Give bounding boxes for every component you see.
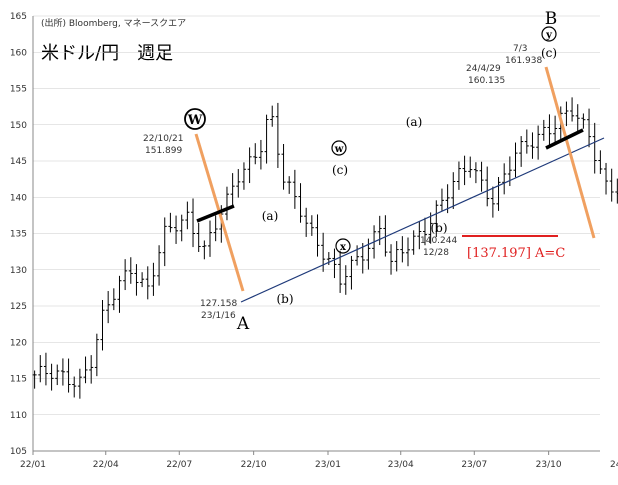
wave-w-small-circle bbox=[331, 140, 347, 156]
y-tick-label: 125 bbox=[10, 302, 27, 312]
x-tick-label: 23/07 bbox=[461, 460, 487, 470]
wave-line-b-to-c bbox=[544, 66, 596, 239]
wave-x-circle bbox=[335, 238, 351, 254]
y-axis: 105 110 115 120 125 130 135 140 145 150 155 160 165 bbox=[10, 12, 34, 457]
x-tick-label: 23/10 bbox=[536, 460, 562, 470]
wave-w-small-label: w bbox=[334, 144, 344, 155]
y-tick-label: 150 bbox=[10, 121, 27, 131]
wave-a-2023-label: (a) bbox=[262, 209, 279, 223]
y-tick-label: 145 bbox=[10, 157, 27, 167]
apr-2024-date: 24/4/29 bbox=[466, 64, 501, 74]
break-marker-2022 bbox=[196, 204, 235, 223]
peak-2022-date: 22/10/21 bbox=[143, 134, 183, 144]
y-tick-label: 155 bbox=[10, 85, 27, 95]
x-axis: 22/01 22/04 22/07 22/10 23/01 23/04 23/07 23/10… bbox=[20, 450, 618, 470]
wave-y-label: y bbox=[545, 30, 553, 41]
x-tick-label: 22/01 bbox=[20, 460, 46, 470]
wave-c-2024-label: (c) bbox=[541, 46, 557, 60]
y-tick-label: 115 bbox=[10, 375, 27, 385]
chart-title: 米ドル/円 週足 bbox=[41, 43, 173, 64]
y-tick-label: 140 bbox=[10, 193, 27, 203]
jul-2024-date: 7/3 bbox=[513, 44, 527, 54]
weekly-ohlc-bars bbox=[32, 97, 618, 399]
y-tick-label: 130 bbox=[10, 266, 27, 276]
wave-w-circle bbox=[184, 108, 206, 130]
x-tick-label: 23/04 bbox=[388, 460, 414, 470]
apr-2024-price: 160.135 bbox=[468, 76, 505, 86]
x-tick-label: 22/07 bbox=[166, 460, 192, 470]
x-tick-label: 22/10 bbox=[241, 460, 267, 470]
wave-b-2023-label: (b) bbox=[276, 292, 293, 306]
y-tick-label: 160 bbox=[10, 48, 27, 58]
wave-w-label: W bbox=[187, 113, 203, 128]
low-a-price: 127.158 bbox=[200, 299, 237, 309]
wave-B-label: B bbox=[545, 9, 558, 29]
low-b-price: 140.244 bbox=[420, 236, 457, 246]
low-b-date: 12/28 bbox=[423, 248, 449, 258]
wave-a-late2023-label: (a) bbox=[406, 115, 423, 129]
y-tick-label: 105 bbox=[10, 447, 27, 457]
y-tick-label: 110 bbox=[10, 411, 27, 421]
y-tick-label: 165 bbox=[10, 12, 27, 22]
wave-c-2023-label: (c) bbox=[332, 163, 348, 177]
wave-b-late2023-label: (b) bbox=[430, 221, 447, 235]
x-tick-label: 23/01 bbox=[315, 460, 341, 470]
y-tick-label: 120 bbox=[10, 338, 27, 348]
target-label: [137.197] A=C bbox=[467, 246, 565, 261]
x-tick-label: 24/01 bbox=[610, 460, 618, 470]
trendline bbox=[240, 137, 605, 303]
x-tick-label: 22/04 bbox=[93, 460, 119, 470]
break-marker-2024 bbox=[545, 128, 584, 150]
y-tick-label: 135 bbox=[10, 230, 27, 240]
chart-source: (出所) Bloomberg, マネースクエア bbox=[41, 17, 186, 29]
jul-2024-price: 161.938 bbox=[505, 56, 542, 66]
peak-2022-price: 151.899 bbox=[145, 146, 182, 156]
grid-lines bbox=[33, 15, 600, 452]
wave-x-label: x bbox=[340, 242, 347, 253]
wave-y-circle bbox=[541, 26, 557, 42]
wave-A-label: A bbox=[236, 314, 250, 334]
low-a-date: 23/1/16 bbox=[201, 311, 236, 321]
